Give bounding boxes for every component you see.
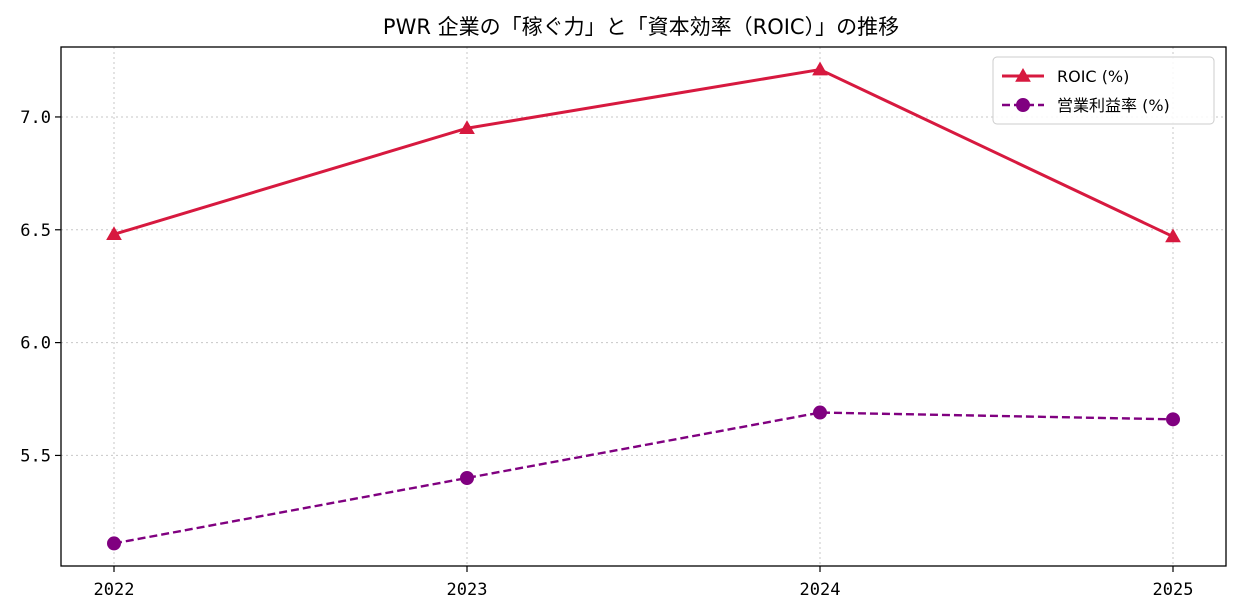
data-point — [1166, 412, 1180, 427]
y-tick-label: 6.5 — [20, 221, 51, 241]
y-tick-label: 5.5 — [20, 446, 51, 466]
data-point — [460, 470, 474, 485]
series-1 — [107, 405, 1180, 551]
legend-box — [992, 56, 1215, 125]
legend: ROIC (%) 営業利益率 (%) — [992, 56, 1215, 125]
legend-marker — [1016, 98, 1030, 112]
legend-item: 営業利益率 (%) — [1002, 96, 1170, 115]
x-tick-label: 2022 — [94, 580, 135, 600]
legend-label: ROIC (%) — [1057, 67, 1129, 86]
x-tick-label: 2023 — [447, 580, 488, 600]
grid-lines — [61, 47, 1226, 566]
data-point — [812, 61, 828, 76]
data-point — [813, 405, 827, 420]
series-line — [113, 411, 1174, 545]
data-point — [459, 120, 475, 134]
chart-title: PWR 企業の「稼ぐ力」と「資本効率（ROIC）」の推移 — [383, 15, 899, 39]
data-point — [106, 226, 122, 241]
y-tick-label: 7.0 — [20, 108, 51, 128]
x-tick-label: 2025 — [1153, 580, 1194, 600]
series-0 — [106, 61, 1181, 243]
y-tick-label: 6.0 — [20, 334, 51, 354]
legend-label: 営業利益率 (%) — [1057, 96, 1170, 115]
legend-marker — [1015, 67, 1031, 82]
data-point — [107, 536, 121, 551]
legend-item: ROIC (%) — [1002, 67, 1129, 86]
axis-ticks: 2022 2023 2024 2025 5.5 6.0 6.5 7.0 — [20, 108, 1193, 600]
data-point — [1165, 228, 1181, 243]
plot-area-frame — [60, 46, 1227, 567]
series-layer — [106, 61, 1181, 551]
x-tick-label: 2024 — [800, 580, 841, 600]
series-line — [113, 68, 1174, 238]
